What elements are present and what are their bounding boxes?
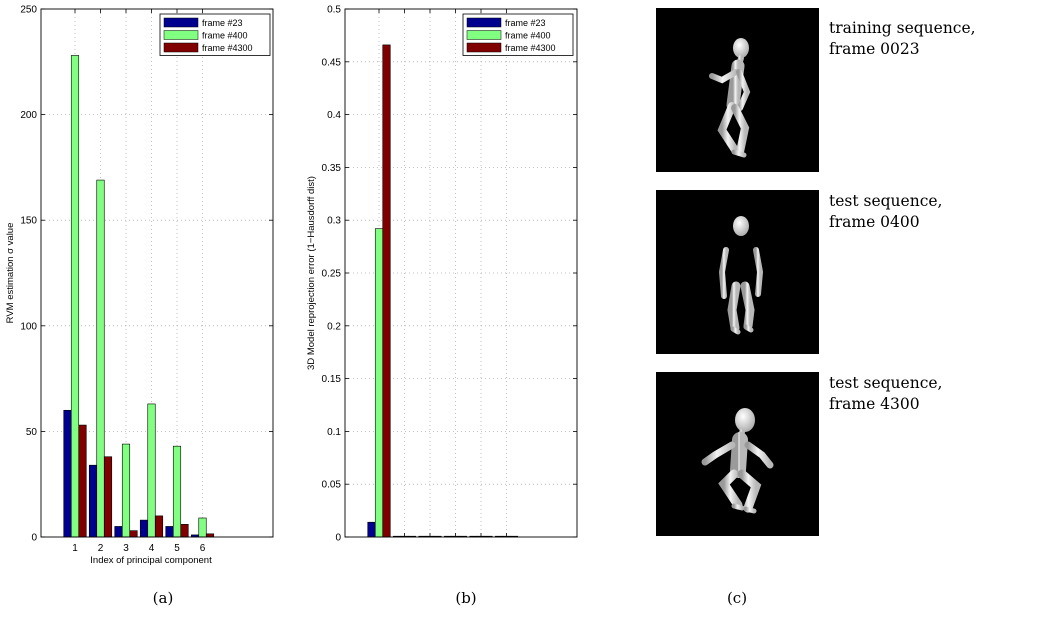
ytick-label: 50 xyxy=(26,427,38,438)
ytick-label: 0.45 xyxy=(322,57,342,68)
figure-image-frame-0023 xyxy=(656,8,819,172)
legend-label: frame #4300 xyxy=(202,43,253,53)
y-axis-label: RVM estimation σ value xyxy=(5,223,16,324)
bar xyxy=(165,526,174,538)
caption-a: (a) xyxy=(153,589,174,607)
ytick-label: 0.2 xyxy=(327,321,341,332)
bar xyxy=(70,55,80,538)
legend-swatch xyxy=(163,30,199,40)
bar xyxy=(154,515,164,538)
bar xyxy=(121,443,131,538)
legend-swatch xyxy=(163,17,199,28)
ytick-label: 100 xyxy=(20,321,37,332)
ytick-label: 0.5 xyxy=(327,5,341,16)
bar xyxy=(367,521,376,538)
xtick-label: 6 xyxy=(200,543,206,554)
bar xyxy=(63,409,72,538)
legend-swatch xyxy=(466,17,502,28)
bar xyxy=(139,519,149,538)
caption-b: (b) xyxy=(455,589,476,607)
ytick-label: 0.25 xyxy=(322,269,342,280)
xtick-label: 3 xyxy=(123,543,129,554)
bar xyxy=(114,526,123,538)
desc-3-line2: frame 4300 xyxy=(829,395,920,413)
bar xyxy=(96,179,105,538)
x-axis-label: Index of principal component xyxy=(90,555,212,566)
desc-3-line1: test sequence, xyxy=(829,374,942,392)
desc-2-line2: frame 0400 xyxy=(829,213,920,231)
bar xyxy=(88,464,98,538)
xtick-label: 4 xyxy=(149,543,155,554)
ytick-label: 0 xyxy=(31,533,37,544)
desc-2-line1: test sequence, xyxy=(829,192,942,210)
xtick-label: 5 xyxy=(174,543,180,554)
bar xyxy=(172,445,182,538)
ytick-label: 0.35 xyxy=(322,163,342,174)
axes-box xyxy=(40,8,274,538)
bar xyxy=(147,403,156,538)
y-axis-label: 3D Model reprojection error (1−Hausdorff… xyxy=(306,176,317,370)
bar xyxy=(374,228,384,538)
legend-label: frame #23 xyxy=(505,18,546,28)
legend-swatch xyxy=(466,42,502,53)
xtick-label: 2 xyxy=(98,543,104,554)
ytick-label: 150 xyxy=(20,216,37,227)
ytick-label: 0.15 xyxy=(322,374,342,385)
ytick-label: 0.05 xyxy=(322,480,342,491)
ytick-label: 0.4 xyxy=(327,110,341,121)
bar xyxy=(205,533,215,538)
desc-1-line2: frame 0023 xyxy=(829,40,920,58)
legend-label: frame #4300 xyxy=(505,43,556,53)
ytick-label: 0.1 xyxy=(327,427,341,438)
legend-label: frame #400 xyxy=(202,31,248,41)
legend-label: frame #23 xyxy=(202,18,243,28)
caption-c: (c) xyxy=(727,589,747,607)
desc-1-line1: training sequence, xyxy=(829,19,976,37)
bar xyxy=(382,44,391,538)
ytick-label: 0.3 xyxy=(327,216,341,227)
chart-b: 0 0.05 0.1 0.15 0.2 0.25 0.3 0.35 0.4 0.45 0.5 3D M… xyxy=(306,5,578,544)
bar xyxy=(129,530,138,538)
ytick-label: 250 xyxy=(20,5,37,16)
panel-c: training sequence, frame 0023 test seque… xyxy=(656,8,976,536)
figure-image-frame-0400 xyxy=(656,190,819,354)
legend-swatch xyxy=(163,42,199,53)
ytick-label: 200 xyxy=(20,110,37,121)
bar xyxy=(103,456,113,538)
legend-swatch xyxy=(466,30,502,40)
bar xyxy=(180,524,189,538)
legend-label: frame #400 xyxy=(505,31,551,41)
figure-image-frame-4300 xyxy=(656,372,819,536)
bar xyxy=(78,424,87,538)
xtick-label: 1 xyxy=(72,543,78,554)
bar xyxy=(198,517,207,538)
axes-box xyxy=(344,8,578,538)
ytick-label: 0 xyxy=(335,533,341,544)
